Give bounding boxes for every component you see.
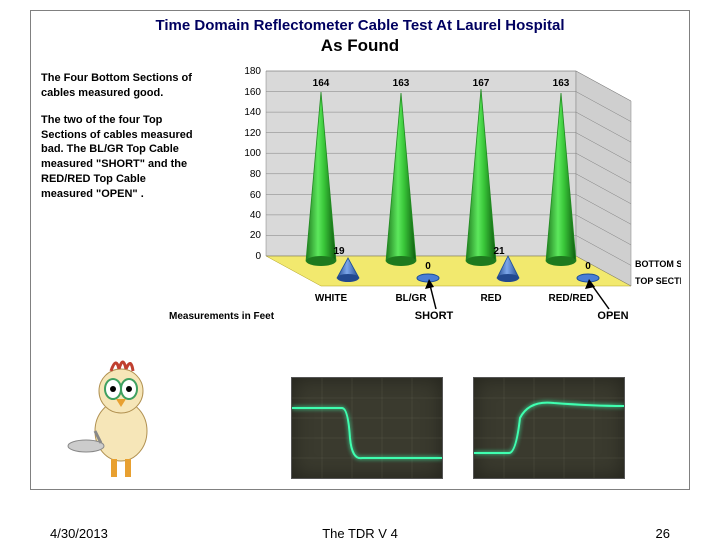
svg-text:20: 20 bbox=[250, 230, 262, 241]
svg-text:140: 140 bbox=[244, 107, 261, 118]
footer-title: The TDR V 4 bbox=[322, 526, 398, 540]
short-trace bbox=[292, 408, 442, 458]
scope-grid bbox=[292, 378, 442, 478]
svg-text:40: 40 bbox=[250, 210, 262, 221]
svg-text:19: 19 bbox=[333, 246, 345, 257]
scope-grid-2 bbox=[474, 378, 624, 478]
description-para1: The Four Bottom Sections of cables measu… bbox=[41, 71, 196, 101]
svg-text:OPEN: OPEN bbox=[597, 310, 628, 321]
svg-text:RED/RED: RED/RED bbox=[548, 293, 593, 304]
svg-text:80: 80 bbox=[250, 169, 262, 180]
svg-text:SHORT: SHORT bbox=[415, 310, 454, 321]
title-line1: Time Domain Reflectometer Cable Test At … bbox=[31, 17, 689, 34]
open-trace bbox=[474, 403, 624, 453]
svg-text:60: 60 bbox=[250, 190, 262, 201]
title-line2: As Found bbox=[31, 36, 689, 56]
svg-text:0: 0 bbox=[425, 261, 431, 272]
description-para2: The two of the four Top Sections of cabl… bbox=[41, 113, 196, 202]
footer-page: 26 bbox=[656, 526, 670, 540]
svg-text:0: 0 bbox=[585, 261, 591, 272]
svg-text:163: 163 bbox=[553, 78, 570, 89]
svg-text:0: 0 bbox=[255, 251, 261, 262]
svg-text:21: 21 bbox=[493, 246, 505, 257]
footer-date: 4/30/2013 bbox=[50, 526, 108, 540]
svg-text:RED: RED bbox=[480, 293, 501, 304]
svg-text:180: 180 bbox=[244, 66, 261, 77]
description-block: The Four Bottom Sections of cables measu… bbox=[41, 71, 196, 214]
svg-text:167: 167 bbox=[473, 78, 490, 89]
svg-text:100: 100 bbox=[244, 148, 261, 159]
y-ticks: 0 20 40 60 80 100 120 140 160 180 bbox=[244, 66, 261, 262]
scope-open bbox=[473, 377, 625, 479]
series-top-label: TOP SECTION bbox=[635, 276, 681, 286]
cone-chart: 0 20 40 60 80 100 120 140 160 180 164 bbox=[211, 61, 681, 321]
category-labels: WHITE BL/GR RED RED/RED bbox=[315, 293, 594, 304]
series-bottom-label: BOTTOM SECTION bbox=[635, 259, 681, 269]
svg-text:163: 163 bbox=[393, 78, 410, 89]
main-panel: Time Domain Reflectometer Cable Test At … bbox=[30, 10, 690, 490]
mascot-image bbox=[61, 351, 181, 481]
svg-text:WHITE: WHITE bbox=[315, 293, 348, 304]
chart-svg: 0 20 40 60 80 100 120 140 160 180 164 bbox=[211, 61, 681, 321]
svg-text:164: 164 bbox=[313, 78, 330, 89]
slide: Time Domain Reflectometer Cable Test At … bbox=[0, 0, 720, 540]
svg-text:120: 120 bbox=[244, 128, 261, 139]
scope-row bbox=[291, 377, 625, 479]
svg-text:160: 160 bbox=[244, 87, 261, 98]
scope-short bbox=[291, 377, 443, 479]
svg-text:BL/GR: BL/GR bbox=[395, 293, 427, 304]
